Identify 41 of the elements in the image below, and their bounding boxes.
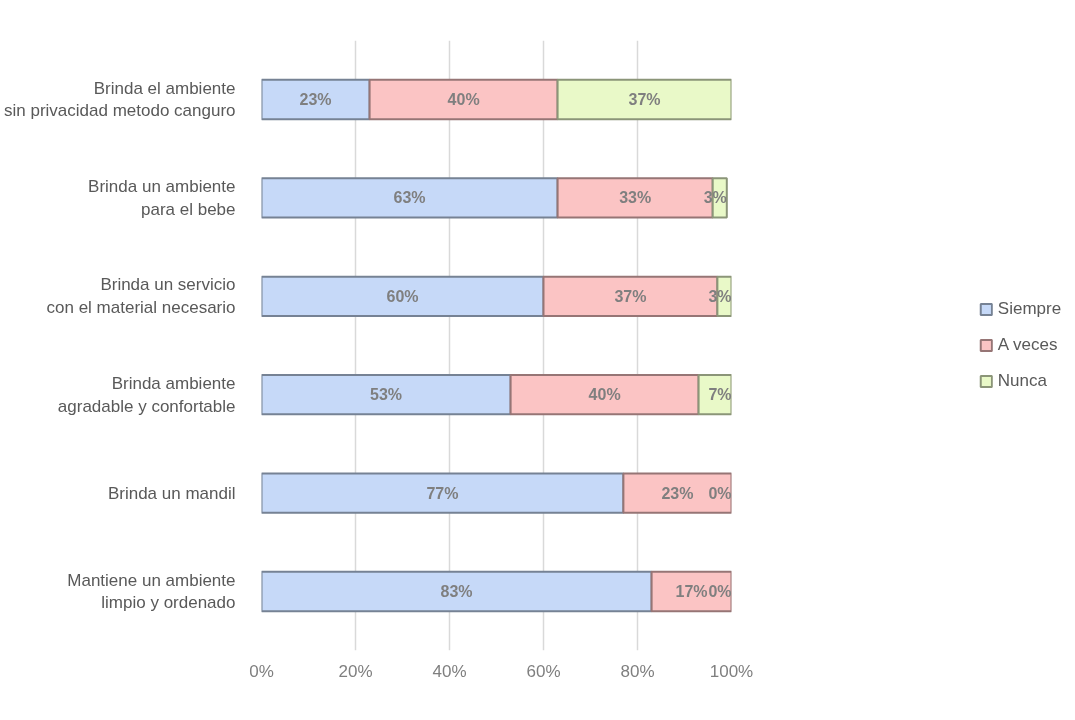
data-label: 23% — [661, 484, 694, 502]
y-tick-label: Brinda un ambiente para el bebe — [88, 177, 236, 219]
x-tick-label: 20% — [338, 661, 373, 681]
x-tick-label: 0% — [249, 661, 274, 681]
x-tick-label: 100% — [709, 661, 754, 681]
legend-label: Nunca — [997, 371, 1047, 391]
y-tick-label: Brinda el ambiente sin privacidad metodo canguro — [3, 78, 236, 121]
x-tick-label: 40% — [432, 661, 467, 681]
data-label: 37% — [628, 91, 661, 109]
y-tick-label: Brinda un mandil — [107, 483, 236, 503]
data-label: 0% — [708, 484, 732, 502]
x-tick-label: 80% — [620, 661, 655, 681]
bar — [261, 472, 625, 514]
bar — [368, 78, 559, 121]
y-tick-label: Brinda un servicio con el material necesario — [46, 275, 236, 318]
data-label: 23% — [299, 91, 332, 109]
x-tick-label: 60% — [526, 661, 561, 681]
bar — [261, 275, 545, 317]
data-label: 17% — [675, 582, 708, 600]
data-label: 83% — [440, 582, 473, 600]
data-label: 63% — [393, 189, 426, 207]
data-label: 60% — [386, 287, 419, 305]
y-tick-label: Mantiene un ambiente limpio y ordenado — [67, 570, 236, 613]
bar — [556, 78, 732, 121]
bar — [261, 78, 371, 121]
bar — [509, 374, 700, 416]
legend-label: Siempre — [997, 299, 1062, 319]
bar — [261, 570, 653, 613]
bar — [261, 374, 512, 416]
data-label: 40% — [588, 386, 621, 404]
bar — [261, 177, 559, 219]
data-label: 0% — [708, 582, 732, 600]
data-label: 40% — [447, 91, 480, 109]
data-label: 37% — [614, 287, 647, 305]
data-label: 77% — [426, 484, 459, 502]
bar — [622, 472, 732, 514]
data-label: 33% — [619, 189, 652, 207]
data-label: 53% — [370, 386, 403, 404]
legend-label: A veces — [997, 335, 1058, 355]
data-label: 7% — [708, 386, 732, 404]
y-tick-label: Brinda ambiente agradable y confortable — [57, 373, 236, 416]
